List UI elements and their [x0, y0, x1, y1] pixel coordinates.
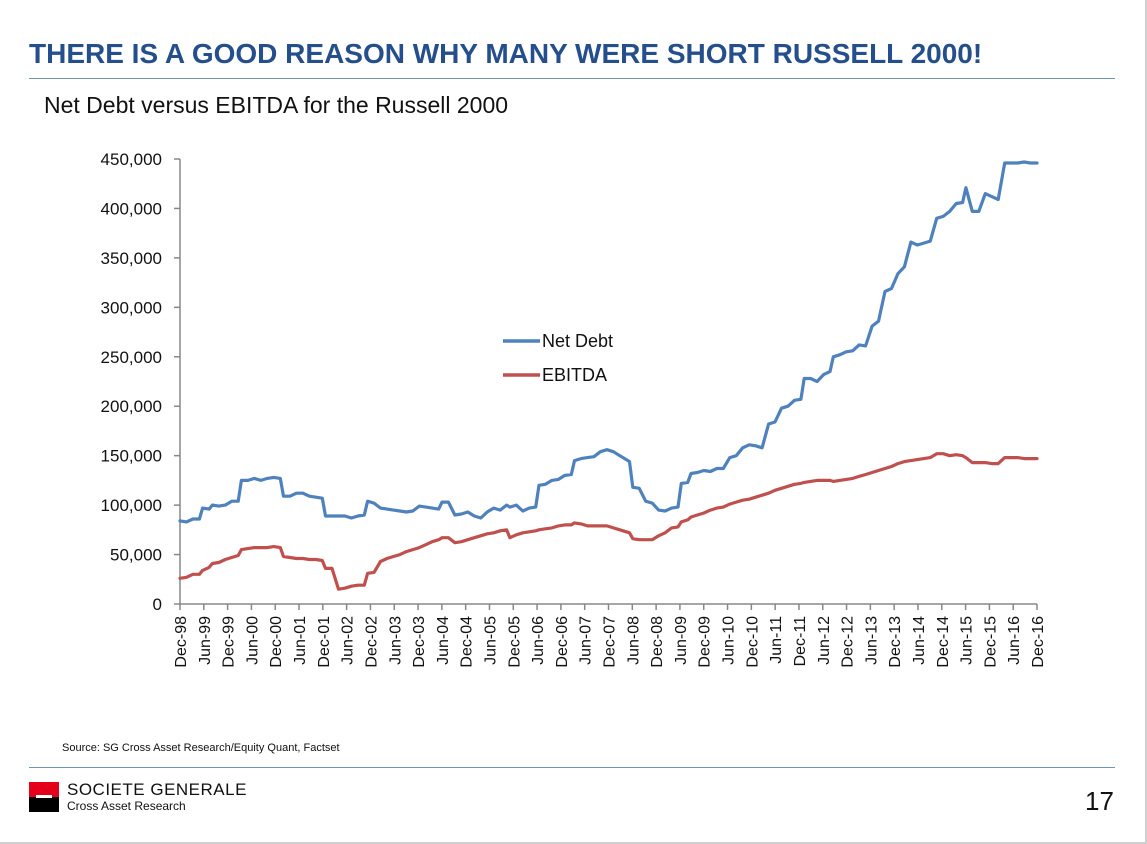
x-tick-label: Dec-15: [982, 616, 999, 668]
x-tick-label: Dec-11: [792, 616, 809, 666]
brand-subtitle: Cross Asset Research: [67, 799, 186, 813]
legend: Net Debt EBITDA: [503, 331, 613, 385]
chart-title: Net Debt versus EBITDA for the Russell 2…: [44, 92, 509, 118]
series-line-ebitda: [178, 452, 1039, 591]
series-line-net-debt: [178, 160, 1039, 524]
x-tick-label: Jun-05: [482, 616, 499, 665]
x-tick-label: Jun-12: [816, 616, 833, 665]
societe-generale-logo: [29, 782, 59, 812]
x-tick-label: Jun-08: [625, 616, 642, 665]
x-tick-label: Dec-01: [316, 616, 333, 668]
y-tick-label: 250,000: [101, 348, 162, 367]
x-tick-label: Dec-05: [506, 616, 523, 668]
x-tick-label: Dec-16: [1030, 616, 1047, 668]
x-tick-label: Jun-06: [530, 616, 547, 665]
title-divider: [29, 78, 1115, 79]
legend-label-net-debt: Net Debt: [542, 331, 613, 351]
x-tick-label: Dec-13: [887, 616, 904, 668]
series-layer: [178, 160, 1039, 591]
x-tick-label: Dec-10: [744, 616, 761, 668]
y-tick-label: 50,000: [110, 546, 162, 565]
x-tick-label: Jun-09: [673, 616, 690, 665]
y-tick-label: 200,000: [101, 397, 162, 416]
x-tick-label: Jun-99: [197, 616, 214, 665]
source-note: Source: SG Cross Asset Research/Equity Q…: [62, 742, 340, 754]
y-tick-label: 150,000: [101, 447, 162, 466]
x-tick-label: Dec-98: [173, 616, 190, 668]
page-number: 17: [1085, 786, 1114, 816]
x-tick-label: Jun-01: [292, 616, 309, 665]
x-tick-label: Dec-04: [459, 616, 476, 668]
x-tick-label: Dec-12: [840, 616, 857, 668]
x-tick-label: Dec-07: [602, 616, 619, 668]
x-tick-label: Jun-16: [1006, 616, 1023, 665]
y-tick-label: 400,000: [101, 199, 162, 218]
y-tick-label: 350,000: [101, 249, 162, 268]
x-tick-label: Jun-04: [435, 616, 452, 665]
legend-label-ebitda: EBITDA: [542, 365, 607, 385]
y-tick-label: 0: [153, 595, 162, 614]
y-tick-label: 300,000: [101, 298, 162, 317]
x-tick-label: Dec-00: [268, 616, 285, 668]
x-tick-label: Jun-03: [387, 616, 404, 665]
x-tick-label: Dec-09: [697, 616, 714, 668]
x-tick-label: Dec-03: [411, 616, 428, 668]
slide-title: THERE IS A GOOD REASON WHY MANY WERE SHO…: [29, 38, 983, 69]
x-tick-label: Jun-15: [959, 616, 976, 665]
x-tick-label: Dec-08: [649, 616, 666, 668]
x-tick-label: Dec-06: [554, 616, 571, 668]
x-tick-label: Dec-99: [221, 616, 238, 668]
x-tick-label: Jun-11: [768, 616, 785, 664]
x-tick-label: Jun-00: [244, 616, 261, 665]
y-tick-label: 450,000: [101, 150, 162, 169]
y-tick-label: 100,000: [101, 496, 162, 515]
x-tick-label: Jun-14: [911, 616, 928, 665]
x-tick-label: Dec-02: [363, 616, 380, 668]
x-tick-label: Jun-10: [721, 616, 738, 665]
y-axis: 0 50,000 100,000 150,000 200,000 250,000 300,0…: [101, 150, 181, 614]
x-axis: Dec-98 Jun-99 Dec-99 Jun-00 Dec-00 Jun-01 Dec-…: [173, 603, 1047, 668]
x-tick-label: Jun-07: [578, 616, 595, 665]
x-tick-label: Jun-02: [340, 616, 357, 665]
x-tick-label: Jun-13: [863, 616, 880, 665]
x-tick-label: Dec-14: [935, 616, 952, 668]
footer-divider: [29, 767, 1115, 768]
brand-name: SOCIETE GENERALE: [67, 780, 247, 799]
